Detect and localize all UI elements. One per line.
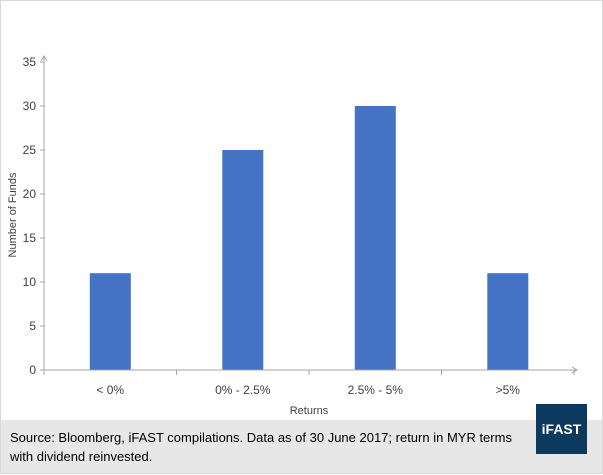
x-tick-label: 0% - 2.5%: [215, 383, 271, 397]
y-axis-title: Number of Funds: [7, 172, 19, 257]
y-tick-label: 10: [23, 275, 37, 289]
y-tick-label: 5: [29, 319, 36, 333]
y-tick-label: 20: [23, 187, 37, 201]
ifast-logo: iFAST: [536, 404, 587, 454]
source-footer: Source: Bloomberg, iFAST compilations. D…: [1, 420, 602, 473]
y-axis-arrow: [40, 55, 48, 62]
bar-0: [89, 273, 131, 370]
y-tick-label: 30: [23, 99, 37, 113]
logo-text: iFAST: [541, 421, 582, 437]
y-tick-label: 35: [23, 55, 37, 69]
y-tick-label: 0: [29, 363, 36, 377]
y-tick-label: 15: [23, 231, 37, 245]
bar-1: [222, 150, 264, 370]
x-tick-label: < 0%: [96, 383, 124, 397]
bar-2: [354, 106, 396, 370]
x-tick-label: >5%: [496, 383, 521, 397]
x-axis-title: Returns: [290, 405, 329, 417]
x-tick-label: 2.5% - 5%: [348, 383, 404, 397]
bar-3: [487, 273, 529, 370]
source-note: Source: Bloomberg, iFAST compilations. D…: [10, 430, 512, 464]
y-tick-label: 25: [23, 143, 37, 157]
